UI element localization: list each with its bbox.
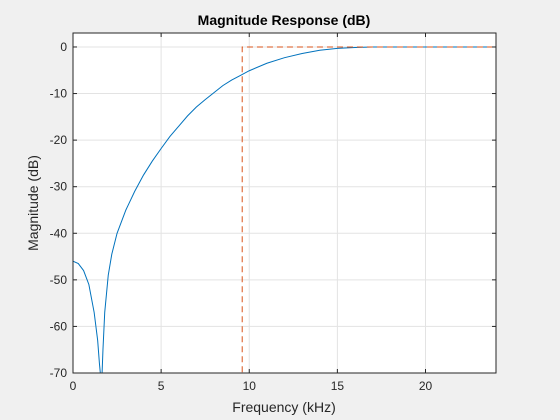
- y-tick-label: -60: [50, 319, 68, 333]
- y-tick-label: -70: [50, 366, 68, 380]
- x-tick-label: 20: [419, 379, 433, 393]
- x-tick-label: 5: [158, 379, 165, 393]
- axes-box: [72, 32, 497, 374]
- plot-area: [73, 33, 496, 373]
- x-tick-label: 15: [331, 379, 345, 393]
- ticks: 0 5 10 15 20 0 -10 -20 -30 -40 -50 -60 -70: [50, 33, 496, 393]
- x-tick-label: 0: [70, 379, 77, 393]
- y-tick-label: -50: [50, 273, 68, 287]
- y-tick-label: -30: [50, 180, 68, 194]
- y-tick-label: -20: [50, 133, 68, 147]
- x-axis-label: Frequency (kHz): [232, 399, 335, 415]
- chart-title: Magnitude Response (dB): [198, 12, 371, 28]
- grid: [73, 33, 496, 373]
- y-tick-label: -10: [50, 87, 68, 101]
- x-tick-label: 10: [243, 379, 257, 393]
- magnitude-response-line: [72, 46, 496, 374]
- y-tick-label: -40: [50, 226, 68, 240]
- y-axis-label: Magnitude (dB): [25, 155, 41, 251]
- y-tick-label: 0: [60, 40, 67, 54]
